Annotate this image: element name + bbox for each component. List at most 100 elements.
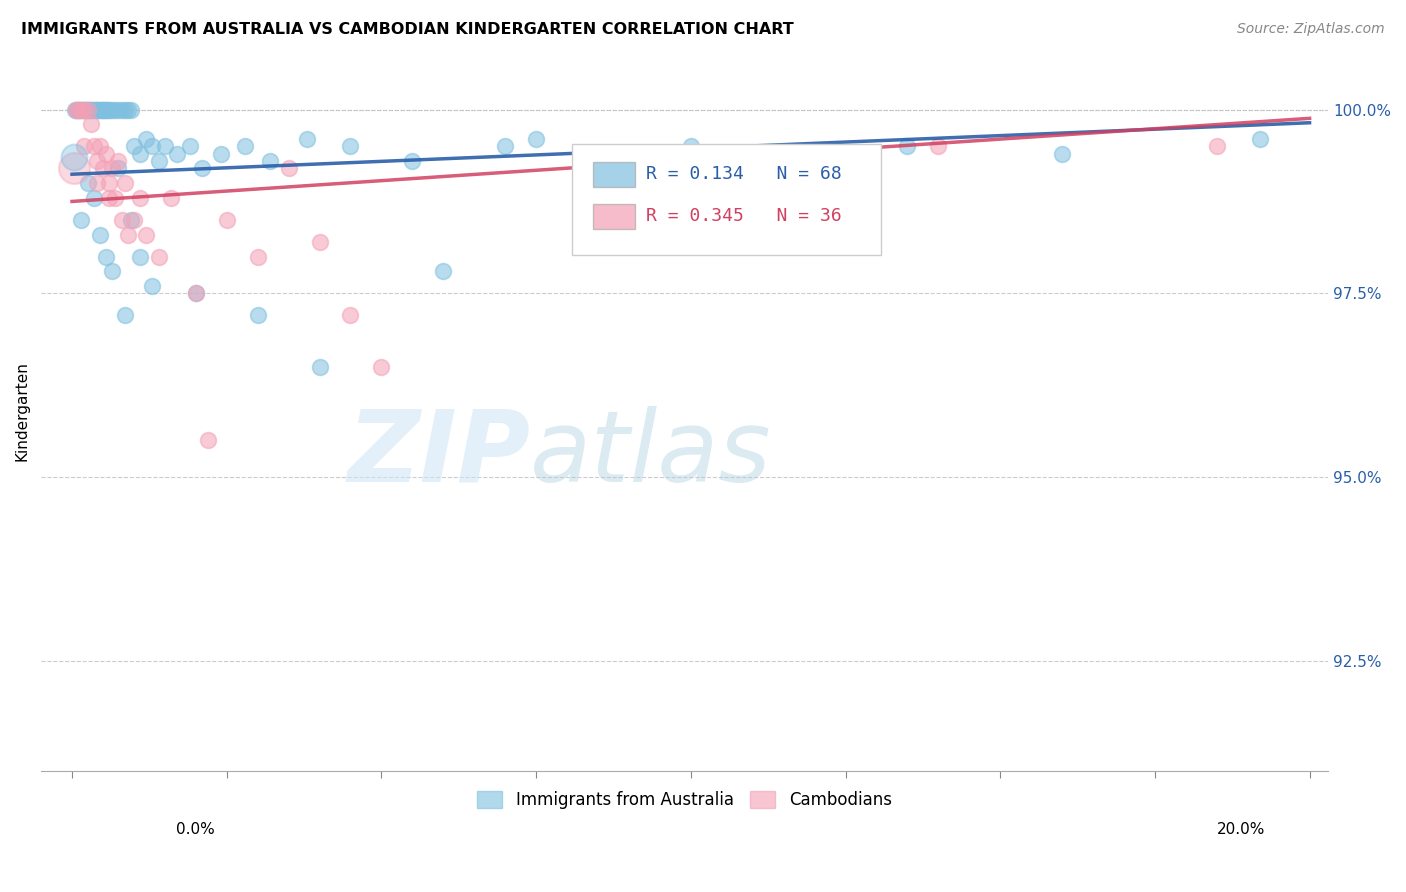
Point bbox=[79, 103, 101, 117]
Point bbox=[586, 153, 609, 168]
Point bbox=[101, 264, 124, 278]
Point bbox=[87, 103, 110, 117]
Point bbox=[101, 161, 124, 176]
Point bbox=[135, 132, 157, 146]
Point bbox=[97, 103, 120, 117]
Point bbox=[91, 161, 114, 176]
Legend: Immigrants from Australia, Cambodians: Immigrants from Australia, Cambodians bbox=[470, 782, 900, 817]
Point bbox=[679, 139, 702, 153]
Point bbox=[67, 103, 90, 117]
Point bbox=[76, 176, 98, 190]
Point bbox=[129, 250, 152, 264]
Point bbox=[120, 212, 142, 227]
Point bbox=[107, 103, 129, 117]
Text: R = 0.345   N = 36: R = 0.345 N = 36 bbox=[647, 207, 842, 225]
Point bbox=[120, 103, 142, 117]
Point bbox=[148, 250, 170, 264]
Point bbox=[117, 227, 139, 242]
Point bbox=[153, 139, 176, 153]
Point bbox=[107, 161, 129, 176]
Point bbox=[277, 161, 299, 176]
Point bbox=[63, 103, 86, 117]
Point bbox=[98, 191, 121, 205]
Point bbox=[209, 146, 232, 161]
Point bbox=[1249, 132, 1271, 146]
Text: R = 0.134   N = 68: R = 0.134 N = 68 bbox=[647, 165, 842, 183]
Point bbox=[89, 103, 111, 117]
Point bbox=[246, 309, 269, 323]
Point bbox=[215, 212, 238, 227]
Point bbox=[1205, 139, 1227, 153]
Point bbox=[524, 132, 547, 146]
Point bbox=[117, 103, 139, 117]
Point bbox=[494, 139, 516, 153]
Point bbox=[79, 117, 101, 131]
Point bbox=[114, 176, 136, 190]
Point bbox=[83, 103, 105, 117]
Point bbox=[101, 103, 124, 117]
Point bbox=[114, 103, 136, 117]
Point bbox=[86, 176, 108, 190]
Point bbox=[80, 103, 103, 117]
Point bbox=[72, 103, 94, 117]
Point bbox=[191, 161, 214, 176]
Point bbox=[86, 103, 108, 117]
Point bbox=[70, 103, 93, 117]
Point bbox=[401, 153, 423, 168]
Point bbox=[339, 309, 361, 323]
Point bbox=[110, 212, 132, 227]
Point bbox=[246, 250, 269, 264]
Point bbox=[432, 264, 454, 278]
Point bbox=[141, 139, 163, 153]
Point bbox=[98, 176, 121, 190]
Point bbox=[772, 146, 794, 161]
Point bbox=[295, 132, 318, 146]
Point bbox=[122, 139, 145, 153]
Point bbox=[69, 103, 91, 117]
Point bbox=[76, 103, 98, 117]
Point bbox=[114, 309, 136, 323]
Point bbox=[73, 139, 96, 153]
Point bbox=[83, 139, 105, 153]
Text: 0.0%: 0.0% bbox=[176, 822, 215, 837]
Point bbox=[927, 139, 949, 153]
Point bbox=[179, 139, 201, 153]
Point bbox=[63, 161, 86, 176]
Point bbox=[308, 235, 330, 249]
Text: 20.0%: 20.0% bbox=[1218, 822, 1265, 837]
Point bbox=[94, 146, 117, 161]
Point bbox=[83, 191, 105, 205]
Point bbox=[98, 103, 121, 117]
Text: atlas: atlas bbox=[530, 406, 772, 503]
Point bbox=[76, 103, 98, 117]
Y-axis label: Kindergarten: Kindergarten bbox=[15, 361, 30, 461]
Point bbox=[104, 191, 127, 205]
Text: Source: ZipAtlas.com: Source: ZipAtlas.com bbox=[1237, 22, 1385, 37]
Point bbox=[84, 103, 107, 117]
Point bbox=[184, 286, 207, 301]
Point bbox=[141, 279, 163, 293]
Point bbox=[308, 359, 330, 374]
Point bbox=[184, 286, 207, 301]
Point bbox=[896, 139, 918, 153]
Point bbox=[339, 139, 361, 153]
Point bbox=[370, 359, 392, 374]
Point bbox=[89, 227, 111, 242]
Point bbox=[93, 103, 115, 117]
Text: ZIP: ZIP bbox=[347, 406, 530, 503]
Point bbox=[94, 103, 117, 117]
Point bbox=[65, 103, 87, 117]
Point bbox=[90, 103, 112, 117]
Point bbox=[75, 103, 97, 117]
Point bbox=[129, 146, 152, 161]
Point bbox=[70, 103, 93, 117]
Text: IMMIGRANTS FROM AUSTRALIA VS CAMBODIAN KINDERGARTEN CORRELATION CHART: IMMIGRANTS FROM AUSTRALIA VS CAMBODIAN K… bbox=[21, 22, 794, 37]
Point bbox=[122, 212, 145, 227]
Point bbox=[197, 434, 219, 448]
Point bbox=[110, 103, 132, 117]
Point bbox=[104, 103, 127, 117]
Point bbox=[1050, 146, 1073, 161]
Point bbox=[135, 227, 157, 242]
Point bbox=[94, 250, 117, 264]
Point bbox=[67, 103, 90, 117]
